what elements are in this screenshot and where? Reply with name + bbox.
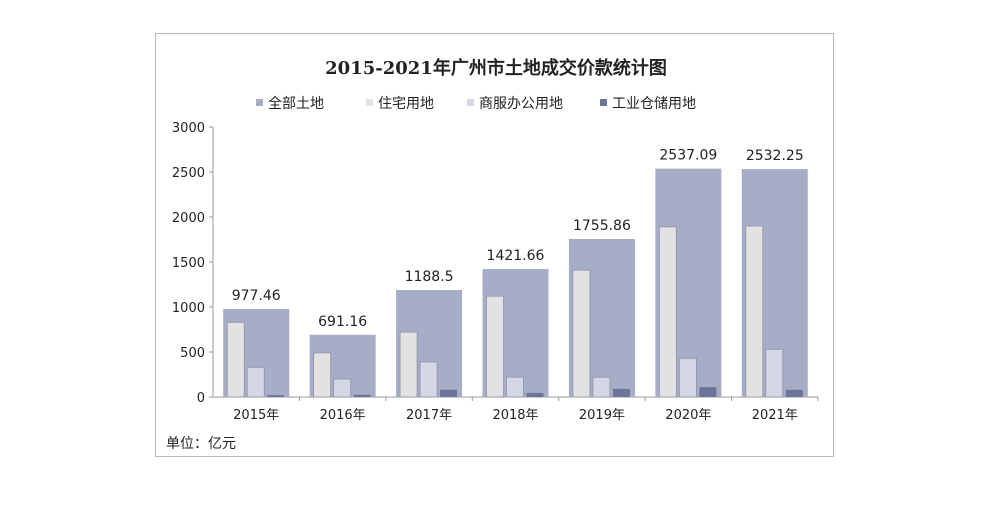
bar-3 [678, 357, 697, 398]
bar-2 [399, 331, 418, 398]
x-tick-label: 2018年 [492, 408, 538, 423]
x-tick-label: 2015年 [233, 408, 279, 423]
data-label: 1188.5 [405, 269, 454, 285]
legend-label-4: 工业仓储用地 [612, 96, 696, 112]
x-tick-label: 2017年 [406, 408, 452, 423]
x-tick-label: 2021年 [752, 408, 798, 423]
legend-swatch-2 [366, 99, 373, 106]
bar-3 [333, 378, 352, 398]
legend-swatch-4 [600, 99, 607, 106]
bar-2 [486, 295, 504, 398]
data-label: 1755.86 [573, 218, 631, 234]
y-tick-label: 500 [180, 346, 205, 361]
data-label: 2532.25 [746, 148, 804, 164]
bar-4 [699, 387, 717, 397]
y-tick-label: 2000 [172, 211, 205, 226]
bar-2 [572, 269, 591, 398]
legend-label-1: 全部土地 [268, 95, 324, 112]
bar-2 [226, 321, 245, 398]
bar-2 [313, 352, 332, 398]
bar-4 [612, 388, 630, 397]
y-tick-label: 1500 [172, 256, 205, 271]
chart-canvas: 2015-2021年广州市土地成交价款统计图 全部土地 住宅用地 商服办公用地 工业仓… [166, 57, 819, 452]
data-label: 977.46 [232, 288, 281, 304]
x-tick-label: 2020年 [665, 408, 711, 423]
bar-3 [765, 348, 784, 398]
bars: 977.46 2015年 691.16 2016年 1188.5 2017年 1421.66… [223, 148, 808, 423]
x-tick-label: 2016年 [320, 408, 366, 423]
bar-3 [419, 361, 438, 398]
bar-4 [526, 392, 544, 397]
legend-swatch-1 [256, 99, 263, 106]
axes: 0 500 1000 1500 2000 2500 3000 [172, 121, 819, 406]
bar-4 [267, 395, 285, 397]
legend-label-2: 住宅用地 [378, 96, 434, 112]
unit-label: 单位：亿元 [166, 436, 236, 452]
chart-title: 2015-2021年广州市土地成交价款统计图 [325, 57, 667, 79]
y-tick-label: 2500 [172, 166, 205, 181]
legend-label-3: 商服办公用地 [479, 96, 563, 112]
legend: 全部土地 住宅用地 商服办公用地 工业仓储用地 [256, 95, 696, 112]
bar-4 [440, 389, 458, 397]
legend-swatch-3 [467, 99, 474, 106]
x-tick-label: 2019年 [579, 408, 625, 423]
bar-2 [745, 225, 764, 398]
data-label: 691.16 [318, 314, 367, 330]
bar-3 [592, 376, 611, 398]
y-tick-label: 3000 [172, 121, 205, 136]
y-tick-label: 0 [197, 391, 205, 406]
bar-3 [246, 366, 265, 398]
bar-4 [785, 389, 803, 397]
chart-frame: 2015-2021年广州市土地成交价款统计图 全部土地 住宅用地 商服办公用地 工业仓… [155, 33, 834, 457]
data-label: 2537.09 [659, 148, 717, 164]
y-tick-label: 1000 [172, 301, 205, 316]
bar-2 [658, 226, 677, 398]
bar-3 [506, 376, 524, 398]
bar-4 [353, 394, 371, 397]
data-label: 1421.66 [487, 248, 545, 264]
